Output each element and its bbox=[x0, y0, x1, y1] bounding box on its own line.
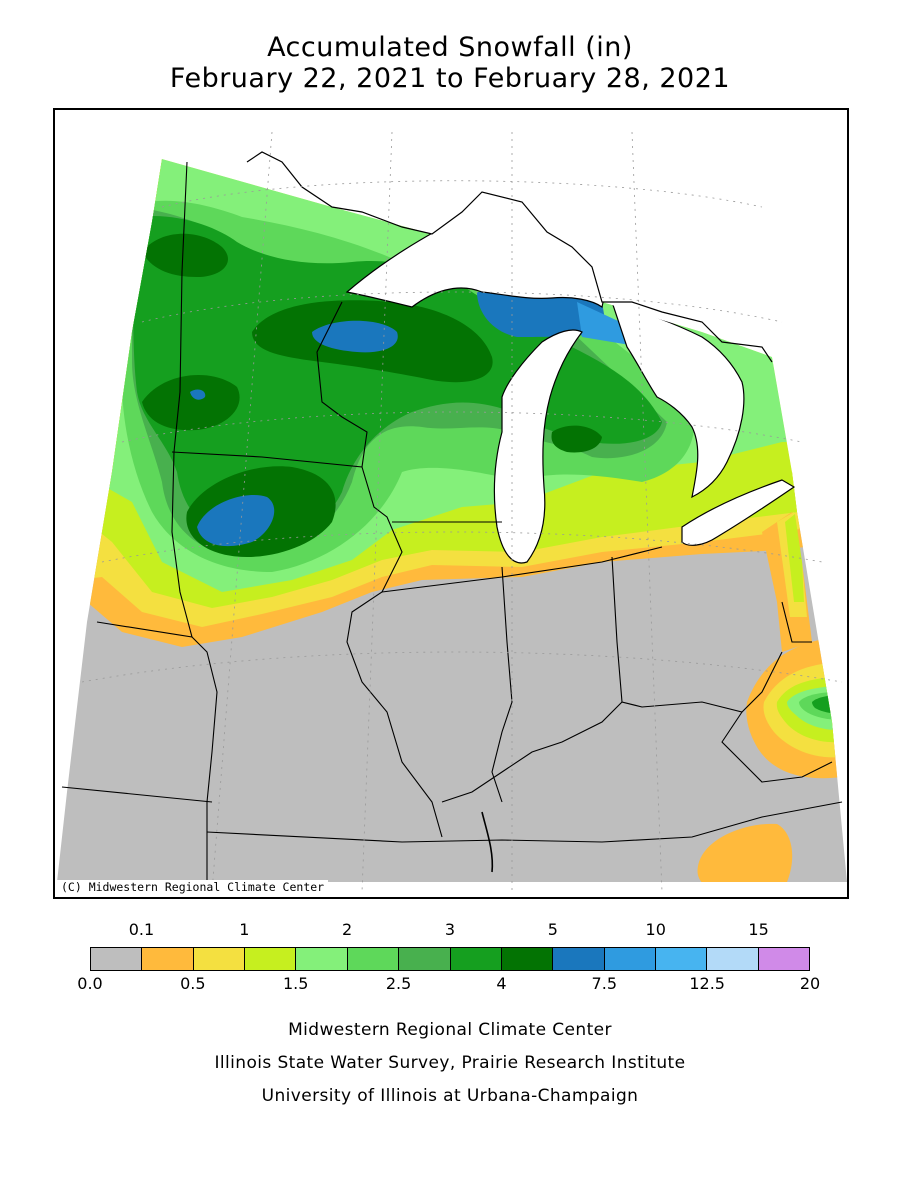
legend-swatch bbox=[655, 948, 708, 970]
canada-land bbox=[162, 112, 847, 472]
legend-swatch bbox=[347, 948, 400, 970]
legend-bottom-label: 20 bbox=[799, 974, 821, 993]
legend-swatch bbox=[142, 948, 194, 970]
legend-top-label: 3 bbox=[444, 920, 456, 939]
legend-swatch bbox=[193, 948, 246, 970]
snow-band-5 bbox=[190, 292, 607, 547]
legend-swatch bbox=[758, 948, 810, 970]
legend-bottom-label: 1.5 bbox=[282, 974, 309, 993]
footer-org: Midwestern Regional Climate Center bbox=[288, 1020, 612, 1040]
color-legend: 0.1 1 2 3 5 10 15 0.0 0.5 1.5 2.5 4 7.5 12.5 20 bbox=[77, 920, 820, 1000]
snowfall-map bbox=[57, 112, 847, 893]
legend-top-label: 1 bbox=[239, 920, 250, 939]
map-panel: (C) Midwestern Regional Climate Center bbox=[53, 108, 849, 899]
legend-bottom-label: 0.5 bbox=[180, 974, 206, 993]
legend-top-label: 0.1 bbox=[128, 920, 155, 939]
legend-top-label: 10 bbox=[645, 920, 666, 939]
graticule bbox=[81, 131, 843, 893]
state-boundaries bbox=[61, 161, 843, 882]
legend-swatch bbox=[399, 948, 451, 970]
footer-university: University of Illinois at Urbana-Champai… bbox=[261, 1086, 639, 1106]
legend-swatch bbox=[296, 948, 348, 970]
legend-top-label: 15 bbox=[748, 920, 769, 939]
snow-band-ky bbox=[697, 823, 793, 882]
snow-band-pa-strip-inner2 bbox=[785, 514, 804, 602]
map-title: Accumulated Snowfall (in) bbox=[267, 32, 633, 63]
legend-bottom-label: 0.0 bbox=[77, 974, 103, 993]
legend-swatch bbox=[91, 948, 143, 970]
map-credit: (C) Midwestern Regional Climate Center bbox=[57, 880, 329, 895]
map-date-range: February 22, 2021 to February 28, 2021 bbox=[169, 63, 731, 94]
legend-swatch bbox=[707, 948, 759, 970]
canada-coast bbox=[246, 151, 773, 363]
lake-erie bbox=[681, 479, 796, 546]
legend-top-label: 5 bbox=[547, 920, 558, 939]
snow-band-4 bbox=[142, 233, 602, 558]
legend-bottom-label: 7.5 bbox=[591, 974, 618, 993]
lake-huron bbox=[611, 301, 745, 499]
legend-swatch bbox=[604, 948, 656, 970]
legend-bottom-label: 4 bbox=[496, 974, 507, 993]
legend-top-label: 2 bbox=[342, 920, 353, 939]
legend-swatch bbox=[245, 948, 297, 970]
footer-survey: Illinois State Water Survey, Prairie Res… bbox=[214, 1053, 686, 1073]
legend-color-bar bbox=[90, 947, 810, 971]
river-lines bbox=[481, 811, 494, 873]
lake-michigan bbox=[493, 329, 583, 564]
snow-band-3 bbox=[133, 216, 662, 543]
legend-swatch bbox=[501, 948, 554, 970]
legend-bottom-label: 2.5 bbox=[385, 974, 412, 993]
legend-swatch bbox=[553, 948, 605, 970]
legend-bottom-label: 12.5 bbox=[689, 974, 725, 993]
legend-swatch bbox=[450, 948, 502, 970]
